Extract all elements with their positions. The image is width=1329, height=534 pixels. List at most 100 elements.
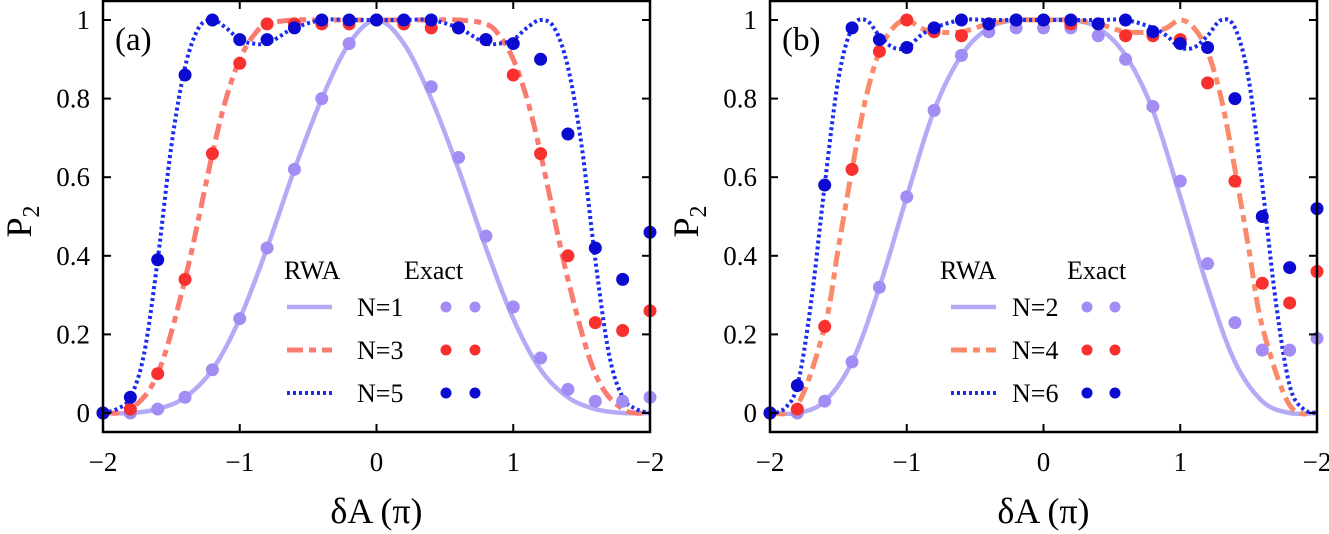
rwa-line-n3 [102,17,651,416]
exact-point-n6 [1119,13,1133,27]
exact-point-n5 [506,37,520,51]
x-tick-label: 1 [1174,447,1188,477]
x-axis-title: δA (π) [997,491,1089,531]
legend: RWA Exact N=2 N=4 N=6 [940,256,1127,408]
exact-point-n6 [1173,37,1187,51]
exact-point-n6 [1201,41,1215,55]
x-tick-label: −2 [756,447,785,477]
exact-point-n4 [1228,174,1242,188]
exact-point-n1 [342,37,356,51]
panel-0: 0 0.2 0.4 0.6 0.8 1 −2 −1 0 1 −2 δA (π) P2 (a) RWA Exac… [0,0,665,531]
exact-point-n4 [900,13,914,27]
x-tick-label: −1 [225,447,254,477]
y-axis-title-subscript: 2 [19,205,45,217]
exact-point-n4 [872,44,886,58]
exact-point-n4 [818,320,832,334]
legend-marker [440,301,452,313]
legend-label: N=5 [357,379,403,408]
exact-point-n2 [1091,29,1105,43]
exact-point-n4 [954,29,968,43]
exact-point-n6 [1064,13,1078,27]
exact-point-n2 [900,190,914,204]
exact-point-n1 [205,363,219,377]
exact-point-n5 [342,13,356,27]
legend-header-rwa: RWA [940,256,997,285]
exact-point-n5 [123,390,137,404]
y-axis-title: P2 [666,205,712,237]
plot-frame [101,0,652,434]
exact-point-n2 [872,280,886,294]
exact-point-n5 [260,33,274,47]
exact-point-n6 [954,13,968,27]
exact-point-n4 [1255,276,1269,290]
exact-point-n6 [927,21,941,35]
exact-point-n4 [1283,296,1297,310]
legend-marker [440,344,452,356]
legend-marker [469,387,481,399]
exact-point-n5 [233,33,247,47]
legend-marker [1109,301,1121,313]
exact-point-n2 [818,394,832,408]
exact-point-n4 [1201,76,1215,90]
exact-point-n5 [424,13,438,27]
x-tick-label: −2 [636,447,665,477]
exact-point-n2 [927,103,941,117]
y-axis-title-subscript: 2 [686,205,712,217]
legend-marker [1081,301,1093,313]
exact-point-n5 [397,13,411,27]
exact-point-n5 [315,13,329,27]
exact-point-n1 [534,351,548,365]
legend-label: N=2 [1012,293,1058,322]
exact-point-n6 [1009,13,1023,27]
exact-point-n5 [151,253,165,267]
exact-point-n5 [561,127,575,141]
exact-point-n5 [616,272,630,286]
y-tick-label: 0.2 [56,319,90,349]
panel-1: 0 0.2 0.4 0.6 0.8 1 −2 −1 0 1 −2 δA (π) P2 (b) RWA Exac… [666,0,1329,531]
exact-point-n2 [1283,343,1297,357]
y-axis-title-main: P [666,217,706,237]
exact-point-n2 [1228,316,1242,330]
exact-point-n1 [479,229,493,243]
y-tick-label: 0.4 [56,241,90,271]
exact-point-n6 [1146,25,1160,39]
y-tick-label: 0.6 [56,162,90,192]
exact-point-n3 [616,323,630,337]
exact-point-n5 [178,68,192,82]
y-axis-title: P2 [0,205,45,237]
exact-point-n6 [1091,17,1105,31]
y-axis-title-main: P [0,217,39,237]
legend-marker [469,344,481,356]
y-tick-label: 1 [77,5,91,35]
y-tick-label: 0 [77,398,91,428]
exact-point-n3 [178,272,192,286]
x-tick-label: 1 [507,447,521,477]
exact-point-n2 [954,48,968,62]
exact-point-n6 [1255,210,1269,223]
exact-point-n1 [178,390,192,404]
exact-point-n1 [287,162,301,176]
y-tick-label: 0.6 [723,162,757,192]
exact-point-n1 [315,92,329,106]
legend-header-rwa: RWA [284,256,341,285]
exact-point-n6 [790,378,804,392]
legend-label: N=4 [1012,336,1058,365]
exact-point-n6 [1037,13,1050,27]
exact-point-n3 [561,249,575,263]
x-tick-label: −2 [89,447,118,477]
legend-header-exact: Exact [1067,256,1127,285]
legend-marker [1081,387,1093,399]
exact-point-n4 [790,402,804,416]
exact-point-n1 [424,80,438,94]
x-tick-label: 0 [1037,447,1051,477]
y-tick-label: 0.8 [723,84,757,114]
exact-point-n3 [205,147,219,161]
exact-point-n1 [506,300,520,314]
exact-point-n3 [151,367,165,381]
exact-point-n6 [1283,261,1297,275]
exact-point-n5 [370,13,383,27]
exact-point-n2 [1255,343,1269,357]
y-tick-label: 0.8 [56,84,90,114]
exact-point-n1 [233,312,247,326]
